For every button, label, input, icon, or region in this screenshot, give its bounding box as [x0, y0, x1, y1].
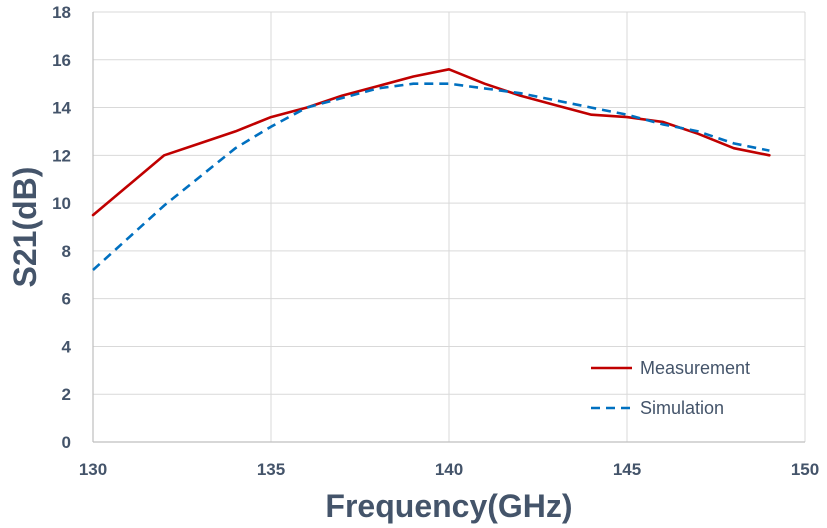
series-lines — [91, 68, 771, 271]
x-axis-title: Frequency(GHz) — [325, 488, 572, 524]
y-tick-label: 8 — [62, 242, 71, 261]
x-tick-label: 135 — [257, 460, 285, 479]
series-line-simulation — [92, 82, 770, 271]
y-tick-label: 12 — [52, 146, 71, 165]
x-tick-label: 145 — [613, 460, 641, 479]
y-tick-label: 16 — [52, 51, 71, 70]
y-tick-label: 10 — [52, 194, 71, 213]
legend-label-measurement: Measurement — [640, 358, 750, 378]
y-tick-label: 18 — [52, 3, 71, 22]
x-tick-label: 130 — [79, 460, 107, 479]
legend: Measurement Simulation — [591, 358, 750, 418]
x-tick-labels: 130 135 140 145 150 — [79, 460, 819, 479]
y-axis-title: S21(dB) — [7, 167, 43, 288]
y-tick-labels: 0 2 4 6 8 10 12 14 16 18 — [52, 3, 71, 452]
grid-lines — [93, 11, 806, 442]
y-tick-label: 0 — [62, 433, 71, 452]
legend-label-simulation: Simulation — [640, 398, 724, 418]
y-tick-label: 6 — [62, 290, 71, 309]
y-tick-label: 2 — [62, 385, 71, 404]
y-tick-label: 14 — [52, 99, 71, 118]
y-tick-label: 4 — [62, 337, 72, 356]
axes — [92, 12, 805, 443]
series-line-measurement — [91, 68, 771, 217]
x-tick-label: 140 — [435, 460, 463, 479]
x-tick-label: 150 — [791, 460, 819, 479]
